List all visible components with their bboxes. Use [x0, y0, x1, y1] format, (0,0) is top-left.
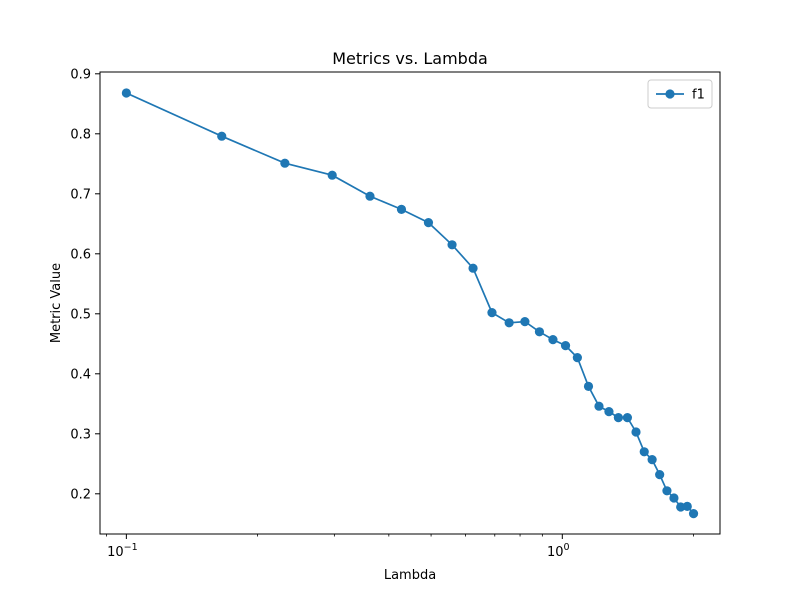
data-point	[468, 263, 478, 273]
data-point	[688, 508, 699, 519]
x-tick-base: 10	[107, 545, 124, 560]
data-point	[682, 501, 692, 511]
data-point	[631, 427, 641, 437]
y-tick-label: 0.4	[70, 367, 91, 382]
data-point	[647, 455, 657, 465]
data-point	[655, 470, 665, 480]
x-axis-label: Lambda	[384, 568, 436, 583]
data-point	[662, 486, 672, 496]
x-axis: 10−1 100	[106, 534, 694, 560]
y-tick-label: 0.8	[70, 127, 91, 142]
data-point	[534, 327, 545, 337]
data-point	[639, 447, 649, 457]
data-point	[613, 413, 624, 423]
x-tick-label: 100	[547, 542, 570, 560]
data-point	[487, 308, 497, 318]
x-tick-exponent: −1	[124, 542, 138, 553]
legend: f1	[647, 79, 713, 109]
data-point	[327, 170, 337, 180]
data-point	[217, 131, 227, 141]
y-tick-label: 0.3	[70, 427, 91, 442]
y-tick-label: 0.2	[70, 487, 91, 502]
data-point	[447, 240, 457, 250]
axes-frame	[99, 71, 721, 535]
data-point	[622, 413, 633, 423]
legend-label: f1	[692, 88, 705, 103]
y-tick-label: 0.5	[70, 307, 91, 322]
x-tick-label: 10−1	[107, 542, 138, 560]
data-point	[396, 204, 407, 214]
data-point	[520, 317, 530, 327]
x-tick-base: 10	[547, 545, 564, 560]
y-axis: 0.2 0.3 0.4 0.5 0.6 0.7 0.8 0.9	[70, 67, 100, 502]
data-point	[423, 218, 434, 228]
data-point	[572, 353, 582, 363]
data-point	[280, 158, 290, 168]
data-point	[594, 401, 604, 411]
legend-marker	[665, 89, 675, 99]
y-tick-label: 0.7	[70, 187, 91, 202]
plot-area	[99, 71, 721, 535]
data-point	[669, 493, 679, 503]
data-point	[504, 318, 514, 328]
y-tick-label: 0.6	[70, 247, 91, 262]
data-point	[583, 381, 594, 391]
y-tick-label: 0.9	[70, 67, 91, 82]
chart-title: Metrics vs. Lambda	[332, 49, 488, 68]
x-tick-exponent: 0	[564, 542, 570, 553]
y-axis-label: Metric Value	[49, 263, 64, 343]
data-point	[560, 341, 571, 351]
data-point	[121, 88, 131, 98]
data-point	[548, 335, 558, 345]
data-point	[604, 407, 614, 417]
data-point	[365, 191, 375, 201]
series-layer	[121, 88, 699, 519]
